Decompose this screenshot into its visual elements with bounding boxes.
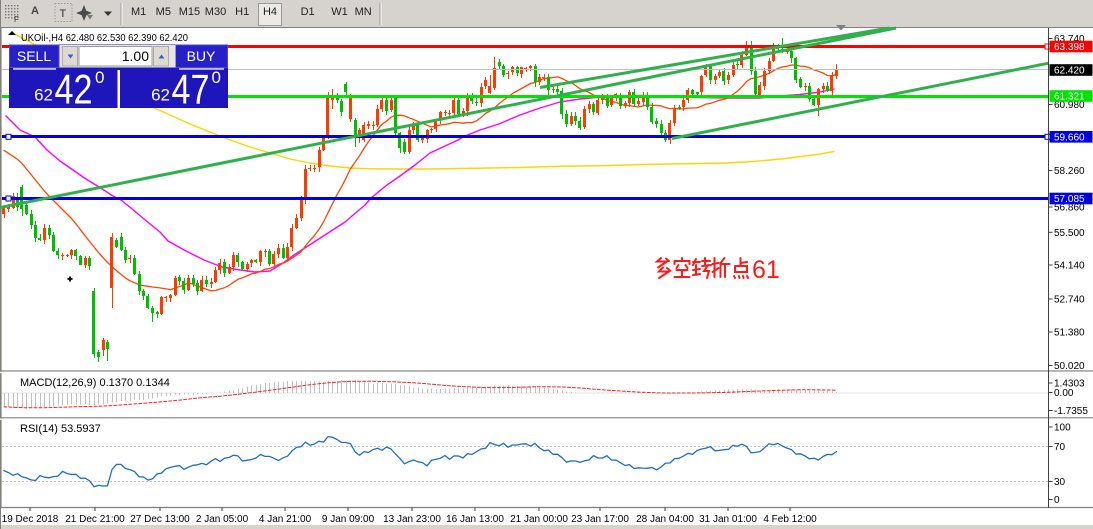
svg-text:0: 0	[212, 68, 221, 87]
svg-text:W1: W1	[331, 6, 348, 18]
svg-text:A: A	[31, 5, 39, 17]
svg-text:RSI(14) 53.5937: RSI(14) 53.5937	[20, 423, 101, 435]
svg-text:58.260: 58.260	[1054, 166, 1085, 177]
svg-text:63.398: 63.398	[1054, 42, 1085, 53]
svg-text:D1: D1	[301, 6, 315, 18]
svg-text:63.740: 63.740	[1054, 34, 1085, 45]
svg-text:21 Dec 21:00: 21 Dec 21:00	[65, 514, 125, 525]
svg-text:F: F	[14, 15, 19, 24]
svg-text:9 Jan 09:00: 9 Jan 09:00	[322, 514, 375, 525]
svg-text:SELL: SELL	[17, 48, 51, 64]
svg-text:-1.7355: -1.7355	[1054, 406, 1088, 417]
svg-text:MN: MN	[355, 6, 372, 18]
svg-text:30: 30	[1054, 477, 1066, 488]
svg-text:0: 0	[95, 68, 104, 87]
svg-text:61.321: 61.321	[1054, 92, 1085, 103]
svg-text:57.085: 57.085	[1054, 194, 1085, 205]
svg-text:47: 47	[172, 66, 210, 113]
svg-text:M15: M15	[179, 6, 200, 18]
svg-text:13 Jan 23:00: 13 Jan 23:00	[383, 514, 441, 525]
svg-text:16 Jan 13:00: 16 Jan 13:00	[446, 514, 504, 525]
svg-text:62: 62	[34, 86, 53, 105]
svg-text:M1: M1	[131, 6, 146, 18]
svg-text:23 Jan 17:00: 23 Jan 17:00	[571, 514, 629, 525]
svg-text:1.00: 1.00	[122, 48, 149, 64]
svg-text:54.140: 54.140	[1054, 261, 1085, 272]
svg-text:52.740: 52.740	[1054, 295, 1085, 306]
svg-text:70: 70	[1054, 442, 1066, 453]
svg-text:19 Dec 2018: 19 Dec 2018	[2, 514, 59, 525]
svg-text:2 Jan 05:00: 2 Jan 05:00	[196, 514, 249, 525]
svg-text:100: 100	[1054, 423, 1071, 434]
svg-text:UKOil-,H4 62.480 62.530 62.390: UKOil-,H4 62.480 62.530 62.390 62.420	[21, 32, 188, 44]
svg-text:H1: H1	[235, 6, 249, 18]
svg-text:55.500: 55.500	[1054, 228, 1085, 239]
svg-text:21 Jan 00:00: 21 Jan 00:00	[510, 514, 568, 525]
svg-text:27 Dec 13:00: 27 Dec 13:00	[130, 514, 190, 525]
svg-text:0.00: 0.00	[1054, 388, 1074, 399]
svg-text:4 Feb 12:00: 4 Feb 12:00	[763, 514, 817, 525]
svg-text:M5: M5	[156, 6, 171, 18]
svg-text:62: 62	[151, 86, 170, 105]
svg-text:42: 42	[55, 66, 93, 113]
svg-text:56.860: 56.860	[1054, 203, 1085, 214]
svg-text:31 Jan 01:00: 31 Jan 01:00	[699, 514, 757, 525]
svg-text:4 Jan 21:00: 4 Jan 21:00	[259, 514, 312, 525]
svg-text:61: 61	[752, 256, 780, 284]
svg-text:28 Jan 04:00: 28 Jan 04:00	[636, 514, 694, 525]
svg-text:60.980: 60.980	[1054, 100, 1085, 111]
svg-text:M30: M30	[205, 6, 226, 18]
svg-text:62.420: 62.420	[1054, 66, 1085, 77]
svg-text:BUY: BUY	[187, 48, 216, 64]
svg-text:51.380: 51.380	[1054, 328, 1085, 339]
svg-text:1.4303: 1.4303	[1054, 379, 1085, 390]
svg-text:T: T	[60, 8, 67, 20]
svg-text:H4: H4	[263, 6, 277, 18]
svg-text:59.660: 59.660	[1054, 132, 1085, 143]
svg-text:0: 0	[1054, 495, 1060, 506]
svg-text:50.020: 50.020	[1054, 361, 1085, 372]
svg-text:MACD(12,26,9) 0.1370 0.1344: MACD(12,26,9) 0.1370 0.1344	[20, 377, 170, 389]
